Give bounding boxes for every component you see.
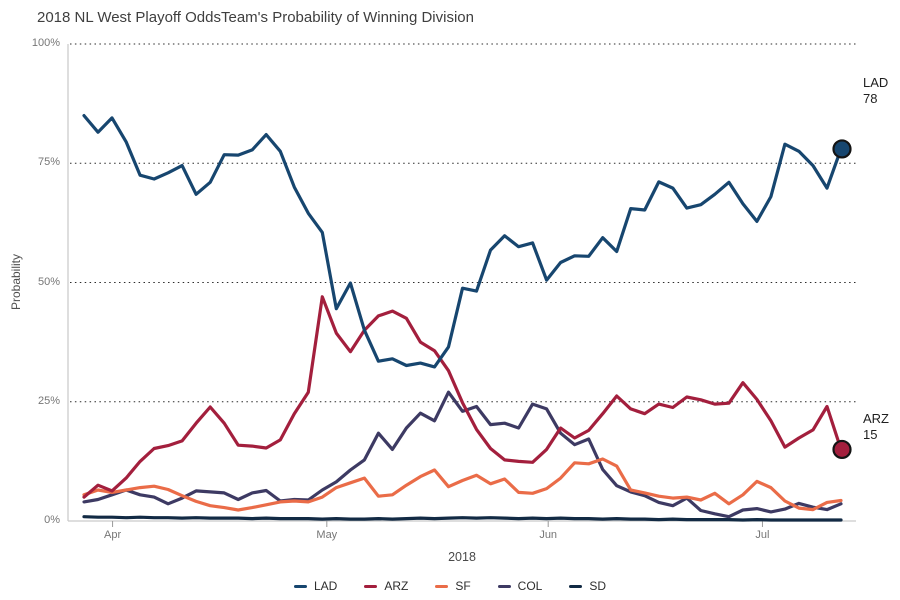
end-label-team: LAD [863, 74, 889, 90]
end-label-value: 15 [863, 427, 878, 443]
x-tick-label-Apr: Apr [104, 529, 122, 541]
legend-label-sd: SD [589, 579, 607, 593]
end-label-team: ARZ [863, 411, 889, 427]
legend-label-arz: ARZ [384, 579, 409, 593]
y-tick-label-50%: 50% [37, 275, 60, 288]
legend-swatch-col [497, 584, 511, 588]
legend-label-sf: SF [455, 579, 471, 593]
legend-swatch-sf [435, 584, 449, 588]
x-axis-year-label: 2018 [448, 550, 476, 564]
x-tick-label-Jun: Jun [539, 529, 558, 541]
series-line-arz[interactable] [82, 295, 843, 499]
y-tick-label-75%: 75% [37, 156, 60, 169]
legend-item-sd[interactable]: SD [569, 579, 606, 593]
y-tick-label-100%: 100% [31, 37, 60, 49]
legend-swatch-sd [569, 584, 583, 588]
legend-label-lad: LAD [313, 579, 338, 593]
legend-item-col[interactable]: COL [497, 579, 543, 593]
end-label-lad: LAD 78 [863, 75, 888, 107]
legend-swatch-arz [364, 584, 378, 588]
legend-swatch-lad [293, 584, 307, 588]
end-dot-lad[interactable] [832, 139, 852, 159]
x-tick-label-Jul: Jul [755, 529, 770, 541]
legend-label-col: COL [517, 579, 543, 593]
chart-title-main: 2018 NL West Playoff Odds [37, 9, 221, 26]
end-label-arz: ARZ 15 [863, 411, 889, 443]
series-line-lad[interactable] [82, 113, 843, 369]
chart-subtitle: Team's Probability of Winning Division [221, 9, 474, 26]
end-label-value: 78 [863, 90, 878, 106]
legend-item-sf[interactable]: SF [435, 579, 471, 593]
legend-item-lad[interactable]: LAD [293, 579, 338, 593]
legend-item-arz[interactable]: ARZ [364, 579, 408, 593]
series-line-col[interactable] [82, 390, 843, 519]
legend: LAD ARZ SF COL SD [0, 579, 900, 593]
chart-title: 2018 NL West Playoff OddsTeam's Probabil… [37, 9, 474, 26]
end-dot-arz[interactable] [832, 439, 852, 460]
y-tick-label-25%: 25% [37, 394, 60, 407]
series-line-sd[interactable] [82, 515, 843, 522]
x-tick-label-May: May [316, 529, 338, 541]
y-tick-label-0%: 0% [44, 514, 60, 526]
series-line-sf[interactable] [82, 457, 843, 512]
